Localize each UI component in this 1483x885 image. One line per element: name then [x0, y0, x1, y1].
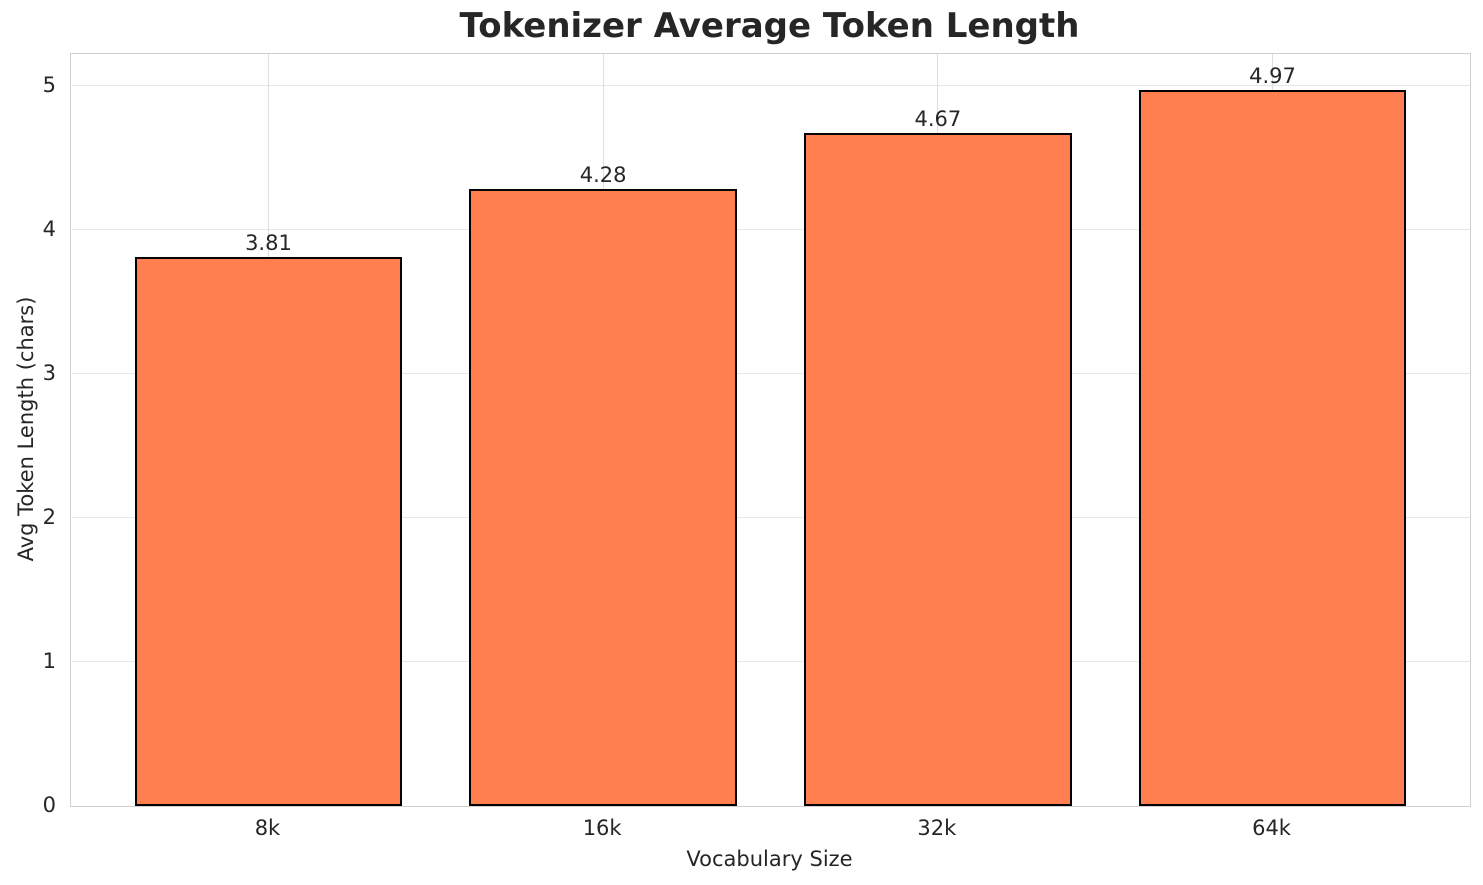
- y-tick-label: 5: [42, 72, 56, 97]
- y-tick-label: 4: [42, 216, 56, 241]
- x-axis-label: Vocabulary Size: [686, 847, 853, 871]
- x-tick-label: 64k: [1252, 816, 1291, 840]
- plot-area: 3.81 4.28 4.67 4.97: [70, 53, 1471, 807]
- bar-value-label: 3.81: [245, 231, 292, 256]
- gridline-h: [71, 229, 1470, 231]
- chart-title: Tokenizer Average Token Length: [459, 6, 1080, 46]
- gridline-h: [71, 517, 1470, 519]
- bar-value-label: 4.97: [1249, 64, 1296, 89]
- y-tick-label: 3: [42, 360, 56, 385]
- x-tick-label: 32k: [917, 816, 957, 840]
- gridline-h: [71, 661, 1470, 663]
- bar-16k: [469, 189, 738, 806]
- bar-value-label: 4.67: [914, 107, 962, 132]
- y-tick-label: 1: [42, 648, 56, 673]
- y-tick-label: 2: [42, 504, 56, 529]
- bar-value-label: 4.28: [579, 163, 627, 188]
- x-tick-label: 8k: [254, 816, 281, 840]
- bar-8k: [134, 257, 403, 806]
- bar-64k: [1138, 90, 1407, 806]
- x-tick-label: 16k: [582, 816, 622, 840]
- bar-32k: [803, 133, 1072, 806]
- y-tick-label: 0: [42, 793, 56, 817]
- gridline-h: [71, 85, 1470, 87]
- gridline-h: [71, 373, 1470, 375]
